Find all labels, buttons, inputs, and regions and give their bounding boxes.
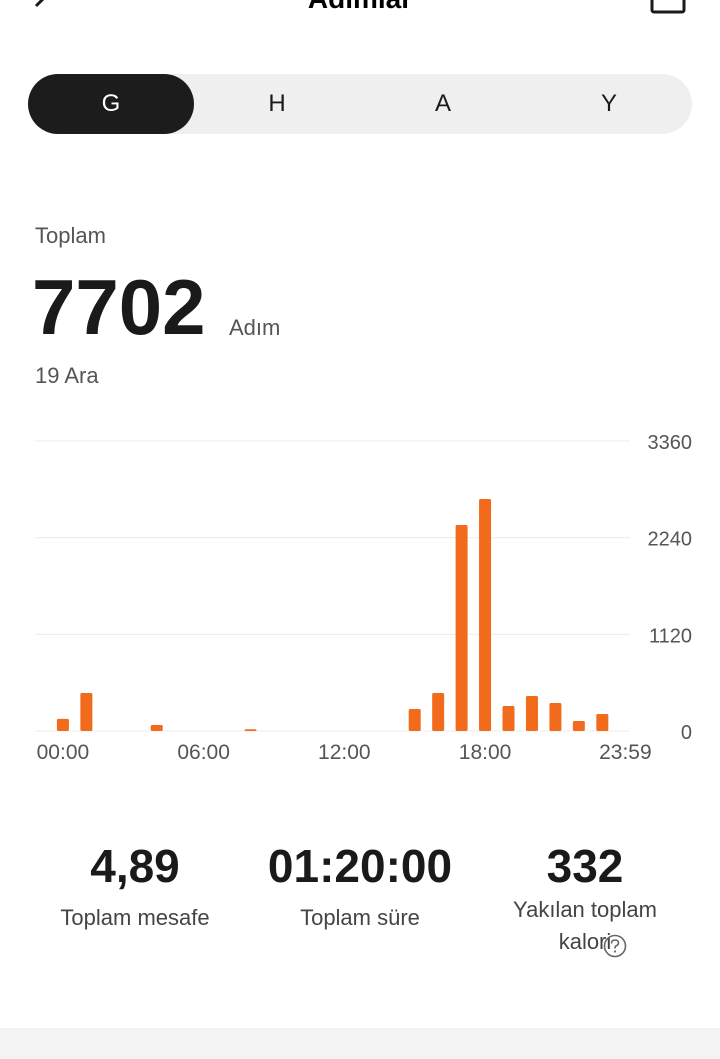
bar <box>244 729 257 731</box>
stat-value: 01:20:00 <box>267 840 453 892</box>
bar <box>479 499 492 731</box>
period-tabs: G H A Y <box>28 74 692 134</box>
bar <box>525 696 538 731</box>
bar <box>80 693 93 731</box>
stat: 4,89 Toplam mesafe <box>25 838 245 934</box>
tab[interactable]: G <box>28 74 194 134</box>
calendar-icon[interactable] <box>650 0 686 14</box>
y-tick-label: 0 <box>681 722 692 744</box>
bar <box>455 524 468 731</box>
tab[interactable]: A <box>434 90 451 117</box>
chart: 0 1120 2240 3360 00:00 06:00 12:00 18:00 23:59 <box>35 432 693 764</box>
top-bar: Adımlar <box>34 0 686 14</box>
bar <box>502 705 515 731</box>
bar <box>572 720 585 731</box>
bar <box>408 708 421 731</box>
date: 19 Ara <box>35 363 99 388</box>
x-tick-label: 06:00 <box>177 741 230 764</box>
x-tick-label: 18:00 <box>459 741 512 764</box>
x-tick-label: 23:59 <box>599 741 652 764</box>
x-tick-label: 00:00 <box>37 741 90 764</box>
tab[interactable]: Y <box>600 90 617 117</box>
bar <box>56 718 69 731</box>
total-unit: Adım <box>229 315 281 340</box>
stat-label: Toplam mesafe <box>60 905 210 930</box>
back-icon[interactable] <box>34 0 48 8</box>
stat-value: 332 <box>546 840 624 892</box>
stat: 332 Yakılan toplam kalori <box>475 838 695 958</box>
bar <box>596 713 609 731</box>
bar <box>150 724 163 731</box>
y-tick-label: 1120 <box>649 625 692 647</box>
bar <box>549 703 562 731</box>
tab[interactable]: H <box>268 90 286 117</box>
total-value: 7702 <box>32 263 206 351</box>
y-tick-label: 2240 <box>648 529 693 551</box>
help-icon[interactable] <box>603 934 627 958</box>
bottom-section <box>0 1028 720 1059</box>
stat-label: Yakılan toplam kalori <box>513 897 657 954</box>
x-tick-label: 12:00 <box>318 741 371 764</box>
stat: 01:20:00 Toplam süre <box>250 838 470 934</box>
stat-label: Toplam süre <box>300 905 420 930</box>
y-tick-label: 3360 <box>648 432 693 454</box>
stat-value: 4,89 <box>90 840 180 892</box>
page-title: Adımlar <box>308 0 412 14</box>
total-label: Toplam <box>35 223 106 248</box>
bar <box>432 693 445 731</box>
